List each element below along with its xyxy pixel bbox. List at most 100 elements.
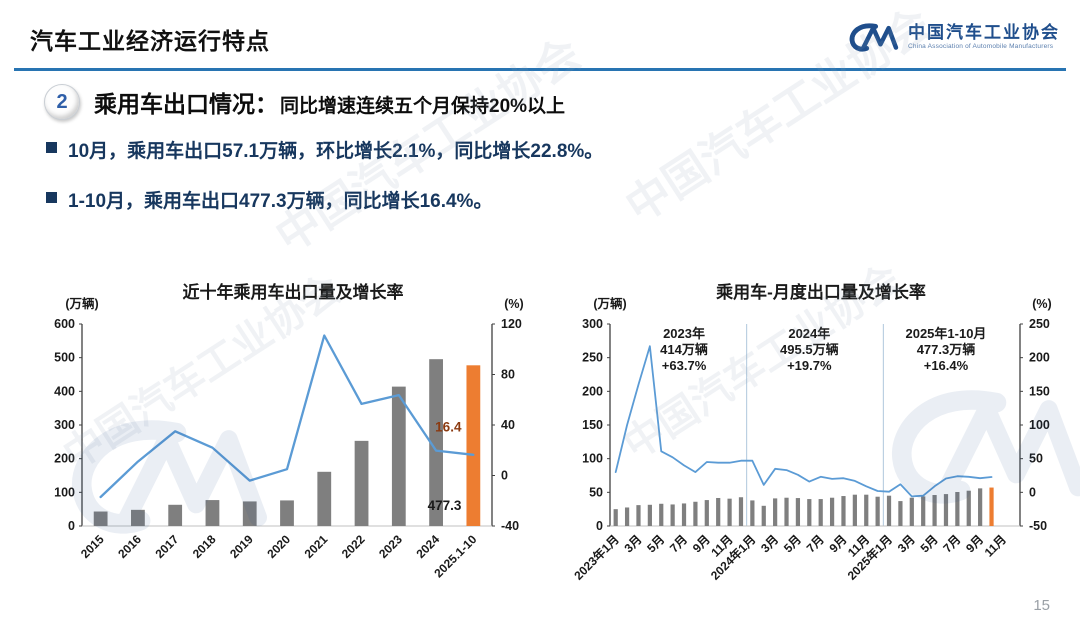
- right-axis-tick-label: 120: [501, 317, 522, 331]
- bar-2017: [168, 504, 183, 526]
- section-subheading: 同比增速连续五个月保持20%以上: [280, 96, 566, 117]
- growth-rate-line: [99, 334, 475, 499]
- bars-series: [613, 487, 994, 526]
- x-tick-label: 3月: [758, 532, 781, 555]
- bar-2023: [391, 386, 406, 526]
- left-axis-tick-label: 250: [582, 351, 603, 365]
- chart-svg: 近十年乘用车出口量及增长率(万辆) (%)0100200300400500600-…: [54, 282, 524, 580]
- left-axis-tick-label: 200: [582, 384, 603, 398]
- bar-8月: [966, 490, 971, 526]
- right-axis-tick-label: -40: [501, 519, 519, 533]
- bar-9月: [704, 500, 709, 526]
- bar-3月: [773, 498, 778, 526]
- bar-2020: [280, 500, 294, 526]
- cm-logo-icon: [848, 16, 900, 58]
- x-tick-label: 11月: [982, 532, 1009, 559]
- bullet-text: 10月，乘用车出口57.1万辆，环比增长2.1%，同比增长22.8%。: [68, 141, 604, 162]
- x-tick-label: 5月: [781, 532, 804, 555]
- bar-5月: [659, 503, 664, 526]
- annotation-text: +16.4%: [924, 358, 969, 373]
- bar-11月: [727, 498, 732, 526]
- bar-7月: [818, 499, 823, 526]
- x-tick-label: 2021: [302, 532, 331, 561]
- bullet-text: 1-10月，乘用车出口477.3万辆，同比增长16.4%。: [68, 191, 493, 212]
- bar-7月: [955, 491, 960, 526]
- decade-export-chart: 近十年乘用车出口量及增长率 (万辆) (%) 0 100 200 300 400 500 600-…: [30, 278, 540, 600]
- annotation-text: 414万辆: [660, 342, 708, 357]
- left-axis-tick-label: 0: [68, 519, 75, 533]
- data-value-label: 477.3: [428, 498, 462, 513]
- x-tick-label: 3月: [895, 532, 918, 555]
- bar-2022: [354, 440, 369, 526]
- right-axis-tick-label: 250: [1029, 317, 1050, 331]
- bar-2016: [131, 509, 145, 526]
- annotation-text: 495.5万辆: [780, 342, 839, 357]
- bar-5月: [795, 498, 801, 526]
- bar-2024: [429, 359, 443, 526]
- bar-6月: [807, 499, 812, 526]
- chart-title: 乘用车-月度出口量及增长率: [715, 282, 926, 302]
- annotation-text: 2023年: [663, 326, 705, 341]
- bullet-item: 10月，乘用车出口57.1万辆，环比增长2.1%，同比增长22.8%。: [46, 136, 603, 163]
- left-axis-tick-label: 50: [589, 485, 603, 499]
- chart-svg: 乘用车-月度出口量及增长率 (万辆) (%) 0 50 100 150 200 250 300 -5…: [571, 282, 1052, 583]
- bar-12月: [738, 497, 744, 526]
- annotation-text: 477.3万辆: [917, 342, 976, 357]
- left-axis-tick-label: 100: [582, 452, 603, 466]
- left-axis-tick-label: 150: [582, 418, 603, 432]
- bar-10月: [989, 487, 994, 526]
- left-axis-tick-label: 0: [596, 519, 603, 533]
- right-axis-tick-label: 200: [1029, 351, 1050, 365]
- bar-2月: [761, 505, 766, 526]
- bars-series: [93, 359, 481, 526]
- monthly-export-chart: 乘用车-月度出口量及增长率 (万辆) (%) 0 50 100 150 200 250 300 -5…: [558, 278, 1068, 600]
- page-title: 汽车工业经济运行特点: [30, 28, 270, 54]
- bar-9月: [841, 496, 846, 526]
- left-axis-tick-label: 200: [54, 452, 75, 466]
- bullet-square-icon: [46, 192, 57, 203]
- x-tick-label: 2016: [115, 532, 144, 561]
- right-axis-tick-label: 150: [1029, 384, 1050, 398]
- bar-11月: [864, 494, 869, 526]
- x-tick-label: 7月: [804, 532, 827, 555]
- section-heading-row: 2 乘用车出口情况： 同比增速连续五个月保持20%以上: [44, 84, 565, 120]
- x-tick-label: 2017: [153, 532, 182, 561]
- bar-2021: [317, 471, 332, 526]
- left-axis-tick-label: 400: [54, 384, 75, 398]
- x-tick-label: 2022: [339, 532, 368, 561]
- bullet-item: 1-10月，乘用车出口477.3万辆，同比增长16.4%。: [46, 186, 603, 213]
- right-axis-tick-label: 80: [501, 368, 515, 382]
- bar-9月: [978, 488, 983, 526]
- bullet-list: 10月，乘用车出口57.1万辆，环比增长2.1%，同比增长22.8%。 1-10…: [46, 136, 603, 236]
- bar-2025.1-10: [466, 365, 481, 526]
- bar-2月: [624, 507, 630, 526]
- bar-2025年1月: [886, 495, 892, 526]
- left-axis-tick-label: 500: [54, 351, 75, 365]
- left-axis-tick-label: 600: [54, 317, 75, 331]
- x-tick-label: 2024: [413, 532, 442, 561]
- x-tick-label: 2023年1月: [571, 532, 622, 583]
- annotation-text: 2024年: [788, 326, 830, 341]
- annotation-text: 2025年1-10月: [905, 326, 986, 341]
- right-axis-tick-label: 100: [1029, 418, 1050, 432]
- section-number-badge: 2: [44, 84, 80, 120]
- right-axis-tick-label: 0: [501, 469, 508, 483]
- data-value-label: 16.4: [435, 420, 462, 435]
- bar-12月: [875, 496, 880, 526]
- right-axis-tick-label: 50: [1029, 452, 1043, 466]
- annotation-text: +63.7%: [662, 358, 707, 373]
- x-tick-label: 2019: [227, 532, 256, 561]
- bar-2024年1月: [750, 500, 755, 526]
- bar-8月: [693, 501, 698, 526]
- bar-4月: [921, 496, 926, 526]
- chart-title: 近十年乘用车出口量及增长率: [183, 282, 404, 302]
- bar-5月: [932, 495, 937, 526]
- bullet-square-icon: [46, 142, 57, 153]
- x-axis-labels: 2015 2016 2017 2018 2019 2020 2021 2022 2023 2024…: [78, 532, 480, 580]
- x-tick-label: 2018: [190, 532, 219, 561]
- bar-10月: [852, 494, 857, 526]
- right-axis-unit-label: (%): [504, 297, 523, 311]
- logo-name-en: China Association of Automobile Manufact…: [908, 42, 1054, 50]
